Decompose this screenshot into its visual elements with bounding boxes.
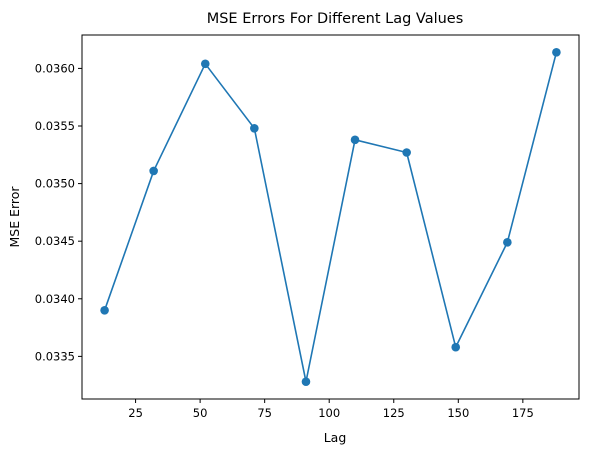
x-tick-label: 25 (128, 406, 143, 420)
y-tick-label: 0.0340 (35, 292, 75, 306)
y-tick-label: 0.0335 (35, 349, 75, 363)
data-point (552, 47, 561, 57)
data-point (149, 166, 158, 176)
x-tick-label: 175 (512, 406, 534, 420)
y-tick-label: 0.0360 (35, 61, 75, 75)
x-tick-label: 75 (257, 406, 272, 420)
data-point (350, 135, 360, 145)
y-tick-label: 0.0355 (35, 119, 75, 133)
x-tick-label: 125 (383, 406, 405, 420)
series-line (103, 52, 558, 383)
data-point (250, 124, 259, 133)
x-tick-label: 100 (318, 406, 340, 420)
data-point (451, 342, 461, 352)
x-tick-label: 50 (193, 406, 208, 420)
y-axis-ticks: 0.0335 0.0340 0.0345 0.0350 0.0355 0.0360 (35, 61, 82, 363)
y-tick-label: 0.0345 (35, 234, 75, 248)
axes-frame (81, 34, 580, 400)
y-tick-label: 0.0350 (35, 177, 75, 191)
plot-area (100, 47, 561, 387)
data-point (100, 306, 109, 315)
data-point (200, 59, 210, 69)
data-point (503, 238, 512, 247)
x-tick-label: 150 (447, 406, 469, 420)
x-axis-ticks: 25 50 75 100 125 150 175 (128, 399, 534, 420)
y-axis-label: MSE Error (7, 186, 22, 248)
data-point (301, 377, 311, 387)
data-point (402, 148, 411, 157)
chart-title: MSE Errors For Different Lag Values (207, 11, 464, 27)
x-axis-label: Lag (324, 430, 347, 445)
